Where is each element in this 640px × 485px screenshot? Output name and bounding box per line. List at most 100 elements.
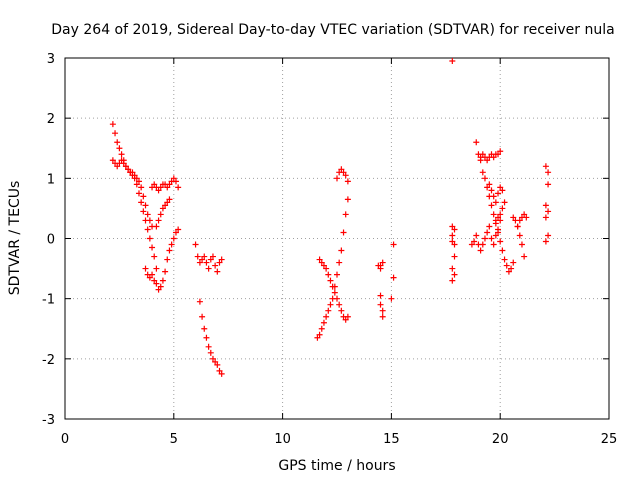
data-point — [201, 253, 208, 260]
data-point — [495, 214, 502, 221]
data-point — [514, 223, 521, 230]
axis-ticks — [64, 57, 610, 420]
data-point — [490, 193, 497, 200]
series-track-14h-column — [375, 259, 386, 320]
data-point — [218, 256, 225, 263]
data-point — [501, 256, 508, 263]
data-point — [151, 181, 158, 188]
data-point — [164, 199, 171, 206]
data-point — [212, 262, 219, 269]
data-point — [138, 184, 145, 191]
data-point — [499, 247, 506, 254]
data-point — [135, 178, 142, 185]
data-point — [334, 295, 340, 302]
data-point — [479, 169, 486, 176]
data-point — [153, 223, 160, 230]
data-point — [508, 265, 515, 272]
data-point — [479, 241, 486, 248]
data-point — [318, 325, 325, 332]
data-point — [133, 175, 140, 182]
data-point — [449, 232, 456, 239]
data-point — [449, 238, 456, 245]
series-track-17h-outlier — [449, 58, 456, 65]
data-point — [338, 166, 345, 173]
data-point — [344, 178, 351, 185]
data-point — [140, 193, 147, 200]
series-track-early-descending — [109, 121, 160, 272]
data-point — [166, 247, 173, 254]
data-point — [155, 217, 162, 224]
data-point — [125, 166, 132, 173]
data-point — [149, 271, 156, 278]
data-point — [473, 139, 480, 146]
data-point — [209, 253, 216, 260]
data-point — [144, 226, 151, 233]
data-point — [473, 232, 480, 239]
x-tick-label: 5 — [170, 432, 178, 447]
data-point — [142, 265, 149, 272]
data-point — [155, 286, 162, 293]
y-tick-label: 0 — [47, 233, 55, 248]
data-point — [331, 289, 338, 296]
data-point — [118, 157, 125, 164]
x-tick-label: 10 — [274, 432, 291, 447]
data-point — [497, 184, 504, 191]
data-point — [164, 184, 171, 191]
data-point — [342, 211, 349, 218]
series-track-6h-cluster — [192, 241, 225, 275]
data-point — [542, 214, 549, 221]
data-point — [501, 199, 508, 206]
data-point — [451, 271, 458, 278]
data-point — [497, 148, 504, 155]
data-point — [207, 349, 214, 356]
data-point — [334, 175, 340, 182]
data-point — [503, 262, 510, 269]
data-point — [484, 157, 491, 164]
data-point — [316, 331, 323, 338]
data-point — [490, 241, 497, 248]
series-track-19h-lower — [468, 205, 506, 254]
data-point — [129, 169, 136, 176]
y-tick-label: -3 — [42, 413, 55, 428]
data-point — [153, 265, 160, 272]
series-track-21h-upper — [514, 211, 530, 230]
data-point — [338, 247, 345, 254]
data-point — [377, 262, 384, 269]
x-axis-label: GPS time / hours — [278, 458, 395, 474]
data-point — [166, 181, 173, 188]
series-track-18h-column — [449, 223, 458, 284]
data-point — [479, 151, 486, 158]
series-track-21h-arc — [510, 214, 528, 260]
data-point — [542, 163, 549, 170]
data-point — [114, 163, 121, 170]
data-point — [142, 202, 149, 209]
data-point — [451, 226, 458, 233]
x-tick-label: 15 — [383, 432, 400, 447]
data-point — [510, 259, 517, 266]
data-point — [490, 154, 497, 161]
data-point — [164, 256, 171, 263]
y-tick-label: 1 — [47, 172, 55, 187]
data-point — [484, 229, 491, 236]
series-track-dip-rise — [142, 226, 182, 293]
data-point — [131, 172, 138, 179]
data-point — [157, 283, 164, 290]
data-point — [109, 121, 116, 128]
series-track-19h-upper — [477, 148, 504, 164]
x-tick-label: 25 — [601, 432, 618, 447]
y-tick-label: 3 — [47, 52, 55, 67]
data-point — [157, 211, 164, 218]
data-point — [334, 271, 340, 278]
x-tick-labels: 0 5 10 15 20 25 — [61, 432, 617, 447]
data-point — [379, 307, 386, 314]
data-point — [168, 241, 175, 248]
chart-title: Day 264 of 2019, Sidereal Day-to-day VTE… — [51, 22, 614, 38]
data-point — [388, 295, 395, 302]
data-point — [216, 259, 223, 266]
data-point — [325, 271, 332, 278]
data-point — [144, 211, 151, 218]
data-point — [486, 181, 493, 188]
data-point — [122, 163, 129, 170]
data-point — [510, 214, 517, 221]
